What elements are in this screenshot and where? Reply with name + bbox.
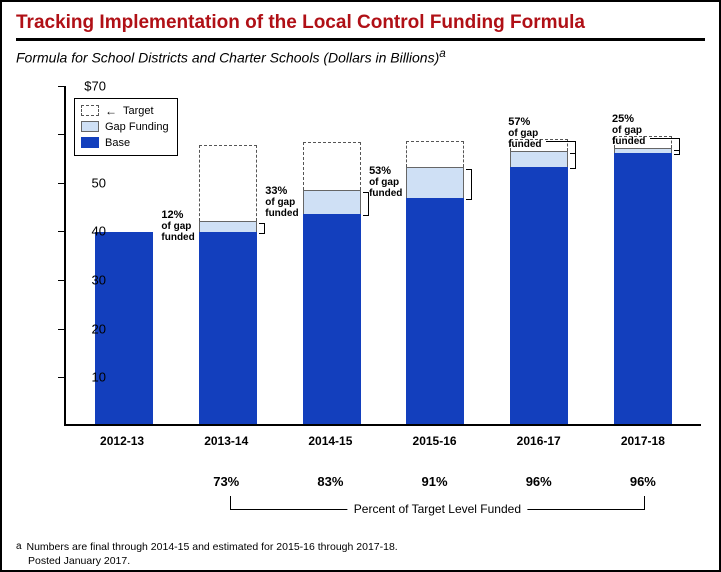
bar-seg-base bbox=[199, 232, 257, 424]
gap-annot: 57%of gapfunded bbox=[508, 117, 541, 150]
bar-seg-gap bbox=[406, 167, 464, 198]
gap-annot-leader bbox=[679, 138, 680, 150]
chart-title: Tracking Implementation of the Local Con… bbox=[16, 12, 705, 34]
legend-gap-label: Gap Funding bbox=[105, 119, 169, 135]
plot: ← Target Gap Funding Base 12%of gapfunde… bbox=[64, 86, 701, 426]
legend-base-swatch bbox=[81, 137, 99, 148]
bar-seg-base bbox=[406, 198, 464, 424]
pct-labels: 73% 83% 91% 96% 96% bbox=[64, 474, 701, 489]
y-tick bbox=[58, 231, 66, 232]
footnote-sup: a bbox=[16, 541, 24, 552]
x-axis-labels: 2012-13 2013-14 2014-15 2015-16 2016-17 2017-… bbox=[64, 434, 701, 448]
footnote: a Numbers are final through 2014-15 and … bbox=[16, 540, 705, 568]
y-tick-label: 50 bbox=[92, 175, 110, 190]
pct-funded-label: 83% bbox=[301, 474, 359, 489]
bar-stack bbox=[303, 142, 361, 424]
gap-annot-bracket bbox=[570, 153, 576, 170]
bar-stack bbox=[199, 145, 257, 424]
legend-arrow-icon: ← bbox=[105, 105, 117, 117]
y-tick bbox=[58, 329, 66, 330]
gap-annot: 12%of gapfunded bbox=[161, 210, 194, 243]
chart-subtitle: Formula for School Districts and Charter… bbox=[16, 47, 705, 66]
bar-stack bbox=[510, 139, 568, 424]
bar-seg-target bbox=[199, 145, 257, 221]
x-label: 2017-18 bbox=[614, 434, 672, 448]
gap-annot-leader-h bbox=[546, 141, 576, 142]
pct-funded-label: 91% bbox=[406, 474, 464, 489]
gap-annot: 33%of gapfunded bbox=[265, 186, 298, 219]
subtitle-sup: a bbox=[439, 47, 445, 60]
x-label: 2013-14 bbox=[197, 434, 255, 448]
subtitle-text: Formula for School Districts and Charter… bbox=[16, 50, 439, 66]
gap-annot-leader-h bbox=[650, 138, 680, 139]
legend-gap-row: Gap Funding bbox=[81, 119, 169, 135]
bar-stack bbox=[406, 141, 464, 424]
legend-target-swatch bbox=[81, 105, 99, 116]
bar-seg-base bbox=[510, 167, 568, 423]
gap-annot: 53%of gapfunded bbox=[369, 166, 402, 199]
gap-annot-bracket bbox=[259, 223, 265, 234]
gap-annot-bracket bbox=[363, 192, 369, 216]
y-tick-label: 20 bbox=[92, 321, 110, 336]
legend-target-row: ← Target bbox=[81, 103, 169, 119]
legend-gap-swatch bbox=[81, 121, 99, 132]
bar-seg-target bbox=[406, 141, 464, 167]
y-tick bbox=[58, 86, 66, 87]
y-tick-label: 10 bbox=[92, 370, 110, 385]
legend-base-row: Base bbox=[81, 135, 169, 151]
y-tick bbox=[58, 134, 66, 135]
chart-frame: Tracking Implementation of the Local Con… bbox=[0, 0, 721, 572]
bar-seg-gap bbox=[303, 190, 361, 214]
y-tick-label: 40 bbox=[92, 224, 110, 239]
title-rule bbox=[16, 38, 705, 41]
bracket-row: Percent of Target Level Funded bbox=[16, 496, 705, 530]
x-label: 2014-15 bbox=[301, 434, 359, 448]
bar-slot: 57%of gapfunded bbox=[510, 86, 568, 424]
x-label: 2016-17 bbox=[510, 434, 568, 448]
legend-base-label: Base bbox=[105, 135, 130, 151]
legend-target-label: Target bbox=[123, 103, 154, 119]
footnote-line2: Posted January 2017. bbox=[16, 555, 130, 567]
y-tick-label: $70 bbox=[84, 78, 110, 93]
legend: ← Target Gap Funding Base bbox=[74, 98, 178, 156]
pct-funded-label bbox=[93, 474, 151, 489]
pct-funded-label: 96% bbox=[510, 474, 568, 489]
bar-seg-base bbox=[303, 214, 361, 424]
bar-slot: 53%of gapfunded bbox=[406, 86, 464, 424]
bar-slot: 12%of gapfunded bbox=[199, 86, 257, 424]
bar-slot: 33%of gapfunded bbox=[303, 86, 361, 424]
footnote-line1: Numbers are final through 2014-15 and es… bbox=[26, 541, 397, 553]
gap-annot-leader bbox=[575, 141, 576, 153]
percent-funded-row: 73% 83% 91% 96% 96% bbox=[16, 474, 705, 494]
plot-area: ← Target Gap Funding Base 12%of gapfunde… bbox=[16, 76, 705, 446]
pct-funded-label: 73% bbox=[197, 474, 255, 489]
y-tick bbox=[58, 377, 66, 378]
y-tick bbox=[58, 183, 66, 184]
gap-annot-bracket bbox=[674, 150, 680, 154]
y-tick bbox=[58, 280, 66, 281]
bracket-caption: Percent of Target Level Funded bbox=[348, 502, 527, 516]
bar-seg-base bbox=[614, 153, 672, 424]
bar-seg-target bbox=[303, 142, 361, 190]
bar-seg-gap bbox=[199, 221, 257, 232]
gap-annot: 25%of gapfunded bbox=[612, 114, 645, 147]
bar-stack bbox=[614, 136, 672, 424]
bar-slot: 25%of gapfunded bbox=[614, 86, 672, 424]
bar-seg-gap bbox=[510, 151, 568, 168]
y-tick-label: 30 bbox=[92, 272, 110, 287]
x-label: 2012-13 bbox=[93, 434, 151, 448]
gap-annot-bracket bbox=[466, 169, 472, 200]
pct-funded-label: 96% bbox=[614, 474, 672, 489]
x-label: 2015-16 bbox=[406, 434, 464, 448]
